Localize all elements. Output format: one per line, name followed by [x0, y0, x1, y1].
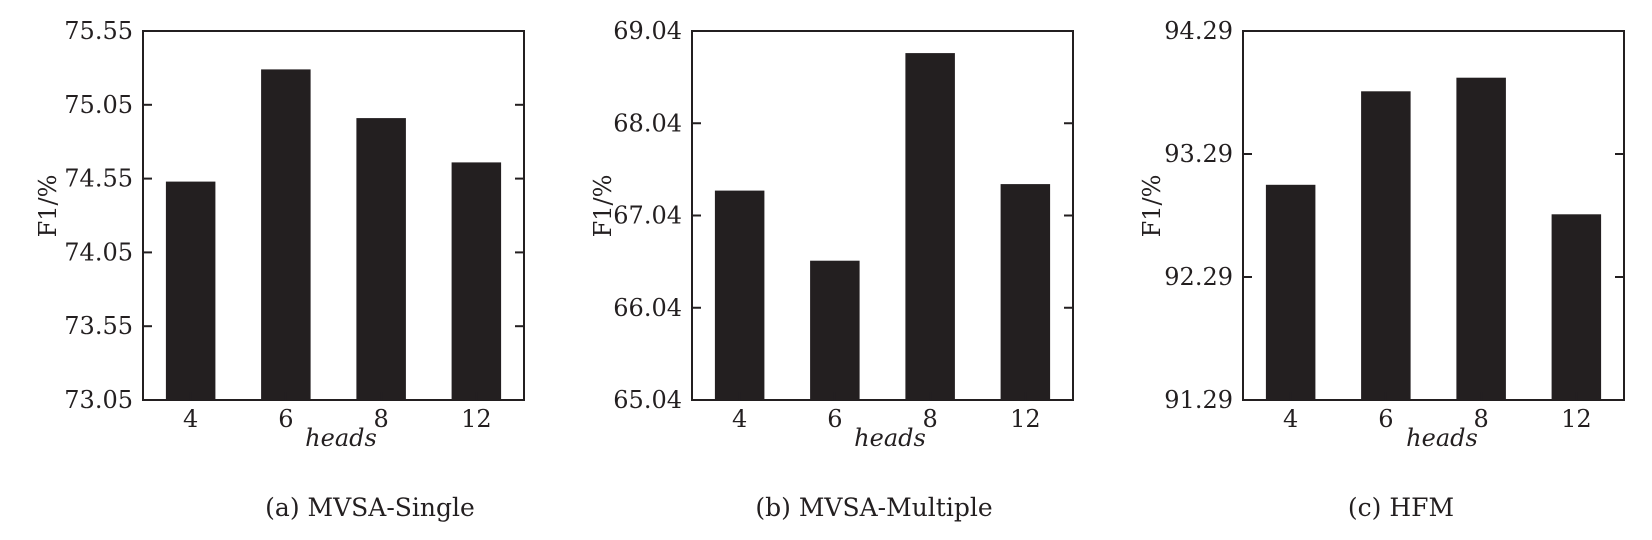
chart-0-ytick-label: 75.55: [64, 17, 133, 45]
chart-1-xlabel: heads: [854, 424, 926, 452]
chart-2-xtick-label: 4: [1283, 405, 1298, 433]
chart-2-xtick-label: 8: [1473, 405, 1488, 433]
chart-1-xtick-label: 6: [827, 405, 842, 433]
chart-0-caption: (a) MVSA-Single: [265, 493, 475, 522]
chart-0-bar-12: [451, 162, 502, 400]
chart-0-ytick-label: 74.55: [64, 165, 133, 193]
chart-2-ytick-label: 92.29: [1164, 263, 1233, 291]
chart-2-ytick-label: 94.29: [1164, 17, 1233, 45]
chart-0-xtick-label: 4: [183, 405, 198, 433]
chart-mvsa-multiple: F1/% heads (b) MVSA-Multiple 65.04 66.04 6…: [589, 17, 1074, 522]
chart-2-bar-8: [1456, 77, 1506, 400]
chart-2-bar-6: [1361, 91, 1411, 401]
chart-1-xtick-label: 4: [732, 405, 747, 433]
chart-2-frame: [1242, 30, 1625, 401]
chart-1-bar-8: [905, 53, 955, 400]
chart-hfm: F1/% heads (c) HFM 91.29 92.29 93.29 94.29 4…: [1138, 17, 1625, 522]
chart-0-xtick-label: 8: [373, 405, 388, 433]
chart-2-xtick-label: 6: [1378, 405, 1393, 433]
chart-1-ytick-label: 65.04: [613, 386, 682, 414]
chart-2-bar-4: [1265, 184, 1316, 401]
chart-0-xtick-label: 6: [278, 405, 293, 433]
chart-0-ytick-label: 75.05: [64, 91, 133, 119]
chart-2-ylabel: F1/%: [1138, 175, 1166, 238]
chart-1-xtick-label: 12: [1010, 405, 1041, 433]
chart-2-caption: (c) HFM: [1348, 493, 1454, 522]
chart-1-bar-12: [1000, 184, 1051, 400]
chart-2-bar-12: [1551, 214, 1602, 400]
chart-0-bar-4: [165, 181, 216, 400]
chart-0-frame: [142, 30, 525, 401]
chart-0-ytick-label: 74.05: [64, 238, 133, 266]
chart-0-xtick-label: 12: [461, 405, 492, 433]
chart-0-ytick-label: 73.55: [64, 312, 133, 340]
chart-2-ytick-label: 93.29: [1164, 140, 1233, 168]
chart-0-bar-6: [261, 69, 311, 401]
chart-1-ytick-label: 68.04: [613, 109, 682, 137]
chart-2-ytick-label: 91.29: [1164, 386, 1233, 414]
chart-1-xtick-label: 8: [922, 405, 937, 433]
chart-1-ytick-label: 66.04: [613, 294, 682, 322]
chart-mvsa-single: F1/% heads (a) MVSA-Single 73.05 73.55 74.…: [34, 17, 525, 522]
chart-1-ylabel: F1/%: [589, 175, 617, 238]
chart-1-ytick-label: 69.04: [613, 17, 682, 45]
chart-1-caption: (b) MVSA-Multiple: [755, 493, 992, 522]
chart-1-ytick-label: 67.04: [613, 202, 682, 230]
chart-1-bar-6: [810, 260, 860, 400]
chart-0-ylabel: F1/%: [34, 175, 62, 238]
chart-2-xlabel: heads: [1406, 424, 1478, 452]
chart-0-xlabel: heads: [305, 424, 377, 452]
chart-0-bar-8: [356, 118, 406, 400]
chart-1-bar-4: [714, 190, 765, 400]
chart-2-xtick-label: 12: [1561, 405, 1592, 433]
chart-0-ytick-label: 73.05: [64, 386, 133, 414]
